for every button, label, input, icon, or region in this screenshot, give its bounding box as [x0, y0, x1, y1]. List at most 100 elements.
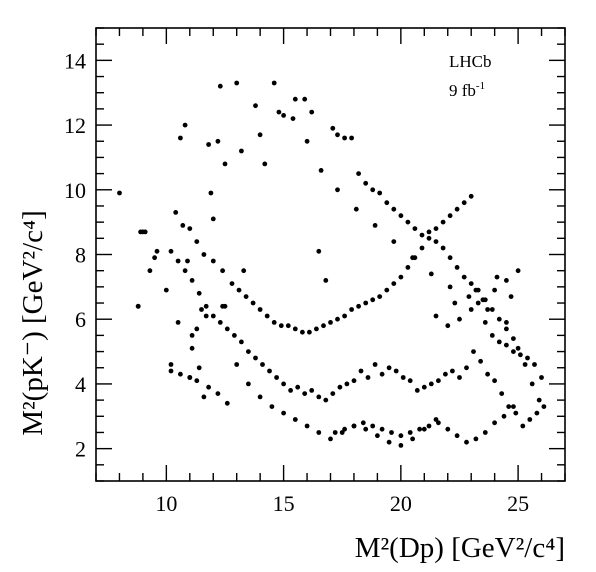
data-point: [377, 294, 383, 299]
data-point: [208, 190, 214, 196]
plot-frame: [95, 27, 566, 482]
data-point: [257, 394, 263, 400]
data-point: [206, 142, 212, 147]
data-point: [520, 423, 526, 429]
data-point: [515, 268, 521, 274]
data-point: [206, 384, 212, 390]
data-point: [253, 355, 258, 361]
data-point: [461, 274, 467, 280]
data-point: [365, 375, 371, 380]
data-point: [389, 430, 394, 435]
data-point: [292, 417, 298, 422]
data-point: [417, 426, 422, 432]
data-point: [210, 313, 216, 319]
data-point: [196, 365, 202, 371]
data-point: [349, 135, 354, 141]
data-point: [304, 138, 310, 144]
data-point: [508, 294, 514, 299]
data-point: [464, 439, 469, 445]
data-point: [426, 235, 432, 241]
data-point: [522, 362, 528, 367]
data-point: [236, 287, 242, 293]
data-point: [370, 187, 376, 193]
data-point: [485, 371, 490, 377]
data-point: [447, 255, 453, 261]
data-point: [356, 303, 361, 309]
data-point: [436, 378, 441, 384]
data-point: [475, 300, 481, 306]
data-point: [274, 375, 279, 380]
data-point: [260, 362, 265, 367]
data-point: [384, 200, 390, 206]
data-point: [370, 297, 376, 303]
data-point: [330, 125, 336, 131]
data-point: [222, 303, 228, 309]
data-point: [342, 135, 347, 141]
data-point: [316, 430, 322, 435]
data-point: [499, 391, 505, 396]
data-point: [342, 313, 347, 319]
data-point: [269, 404, 275, 409]
data-point: [426, 423, 432, 429]
data-point: [224, 400, 230, 406]
data-point: [194, 378, 200, 384]
data-point: [267, 368, 272, 374]
data-point: [518, 352, 523, 358]
data-point: [189, 278, 195, 283]
x-axis-title: M²(Dp) [GeV²/c⁴]: [355, 532, 565, 564]
data-point: [335, 316, 340, 322]
x-tick-label: 25: [507, 491, 529, 516]
data-point: [433, 226, 439, 232]
data-point: [461, 200, 467, 206]
data-point: [314, 326, 319, 332]
data-point: [377, 190, 383, 196]
data-point: [309, 388, 315, 393]
data-point: [234, 362, 240, 367]
data-point: [328, 320, 333, 325]
data-point: [201, 394, 207, 400]
data-point: [504, 320, 509, 325]
data-point: [246, 381, 251, 387]
data-point: [532, 362, 537, 367]
data-point: [196, 290, 202, 296]
data-point: [398, 433, 404, 439]
data-point: [321, 323, 326, 329]
data-point: [168, 368, 174, 374]
data-point: [187, 226, 193, 232]
data-point: [292, 326, 298, 332]
data-point: [323, 278, 329, 283]
data-point: [281, 113, 286, 118]
data-point: [494, 274, 500, 280]
data-point: [307, 329, 312, 335]
data-point: [285, 323, 291, 329]
axis-ticks: [95, 27, 566, 482]
data-point: [485, 307, 490, 312]
data-point: [489, 307, 495, 312]
data-point: [496, 316, 502, 322]
data-point: [372, 223, 378, 228]
data-point: [511, 336, 516, 341]
data-point: [262, 161, 268, 167]
data-point: [482, 320, 488, 325]
data-point: [215, 138, 221, 144]
data-point: [349, 307, 354, 312]
data-point: [302, 391, 308, 396]
data-point: [360, 420, 366, 426]
data-points: [117, 80, 547, 448]
data-point: [140, 229, 146, 235]
data-point: [471, 349, 476, 354]
data-point: [168, 362, 174, 367]
data-point: [239, 148, 244, 154]
data-point: [468, 281, 474, 286]
data-point: [473, 436, 479, 442]
data-point: [229, 281, 235, 286]
x-tick-label: 20: [390, 491, 412, 516]
data-point: [386, 439, 392, 445]
data-point: [246, 349, 251, 354]
data-point: [400, 375, 406, 380]
data-point: [407, 430, 413, 435]
data-point: [436, 420, 441, 426]
data-point: [217, 83, 223, 89]
